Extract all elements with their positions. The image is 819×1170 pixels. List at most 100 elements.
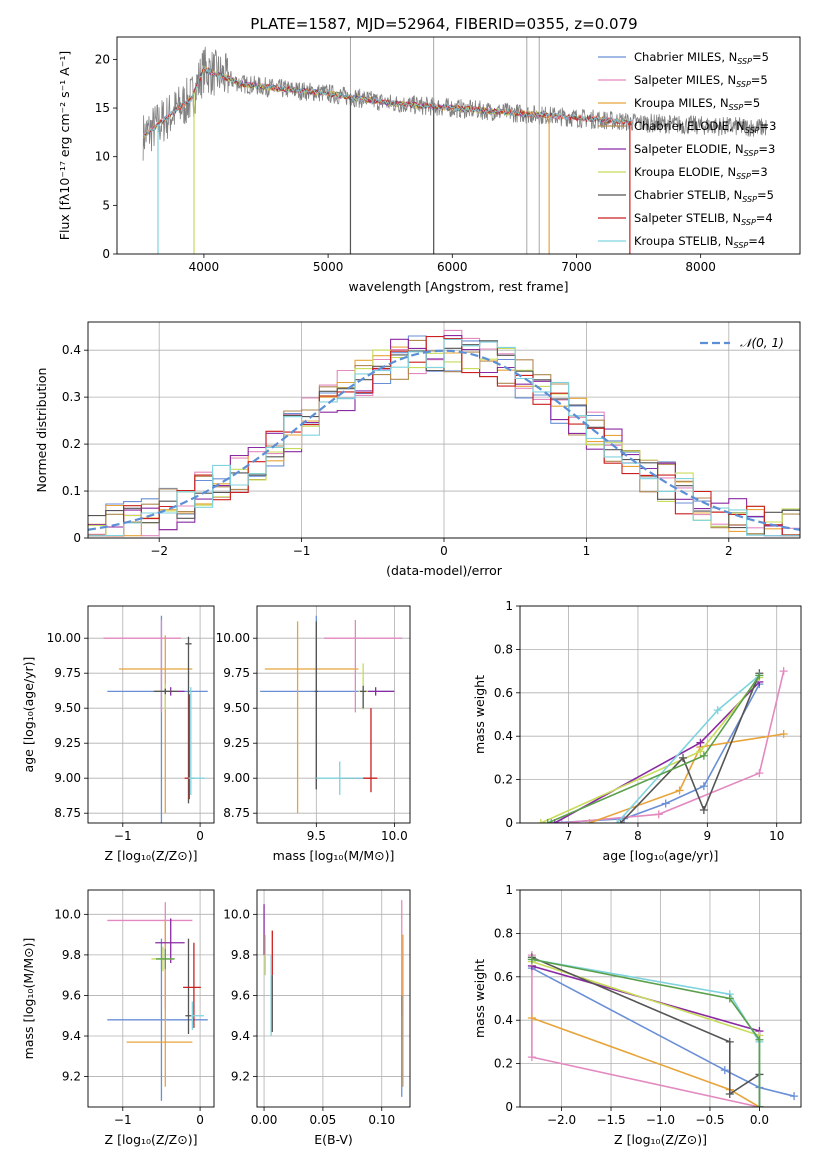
- legend-label-tail: =3: [758, 142, 775, 156]
- y-tick-label: 0.4: [494, 729, 513, 743]
- plus-marker: [725, 994, 734, 1003]
- legend-label-text: Kroupa ELODIE, N: [634, 165, 736, 179]
- legend-label-tail: =3: [751, 165, 768, 179]
- plus-marker: [585, 819, 594, 823]
- y-tick-label: 9.4: [231, 1029, 250, 1043]
- x-axis-label: Z [log₁₀(Z/Z⊙)]: [614, 1132, 707, 1147]
- y-tick-label: 9.75: [54, 666, 81, 680]
- plus-marker: [527, 1014, 536, 1023]
- legend-label-sub: SSP: [737, 57, 752, 66]
- model-spectrum: [142, 68, 633, 137]
- weight-series: [554, 681, 760, 823]
- y-tick-label: 9.8: [62, 948, 81, 962]
- x-axis-label: (data-model)/error: [386, 563, 503, 578]
- legend-label-tail: =4: [756, 211, 773, 225]
- x-tick-label: 1: [583, 544, 591, 558]
- plot-area: [107, 902, 208, 1101]
- plus-marker: [616, 819, 625, 823]
- x-axis-label: wavelength [Angstrom, rest frame]: [348, 279, 568, 294]
- histogram-series: [88, 338, 800, 537]
- y-tick-label: 9.6: [62, 988, 81, 1002]
- y-tick-label: 9.75: [223, 666, 250, 680]
- plus-marker: [755, 769, 764, 778]
- plus-marker: [661, 799, 670, 808]
- legend-label: Kroupa STELIB, NSSP=4: [634, 234, 765, 250]
- axes-frame: [87, 321, 801, 539]
- plus-marker: [527, 955, 536, 964]
- legend-label: Kroupa ELODIE, NSSP=3: [634, 165, 768, 181]
- weight-series: [531, 958, 761, 1107]
- x-tick-label: −1.0: [646, 1113, 675, 1127]
- legend-label-text: Chabrier STELIB, N: [634, 188, 742, 202]
- legend-label-text: Chabrier ELODIE, N: [634, 119, 745, 133]
- legend-label-sub: SSP: [744, 149, 759, 158]
- x-tick-label: 8000: [685, 260, 716, 274]
- weight-series: [589, 733, 784, 823]
- x-tick-label: 9: [704, 829, 712, 843]
- plus-marker: [547, 819, 556, 823]
- x-tick-label: −2.0: [547, 1113, 576, 1127]
- y-axis-label: Flux [fλ10⁻¹⁷ erg cm⁻² s⁻¹ A⁻¹]: [57, 51, 72, 240]
- y-tick-label: 10.00: [47, 631, 81, 645]
- y-tick-label: 0.1: [62, 484, 81, 498]
- chart-residuals: −2 −1 0 1 2 0 0.1 0.2 0.3 0.4 (data-model)/error No…: [34, 321, 801, 578]
- x-tick-label: 0: [196, 829, 204, 843]
- plus-marker: [720, 1066, 729, 1075]
- legend-entry: Kroupa STELIB, NSSP=4: [598, 234, 765, 250]
- x-tick-label: 2: [725, 544, 733, 558]
- normal-reference-curve: [88, 349, 800, 531]
- x-axis-label: E(B-V): [314, 1132, 353, 1147]
- y-tick-label: 0.4: [62, 343, 81, 357]
- y-tick-label: 9.50: [223, 701, 250, 715]
- y-tick-label: 8.75: [223, 806, 250, 820]
- weight-series: [547, 674, 761, 823]
- y-tick-label: 9.2: [62, 1070, 81, 1084]
- legend-entry: Salpeter MILES, NSSP=5: [598, 73, 768, 89]
- x-axis-label: Z [log₁₀(Z/Z⊙)]: [105, 848, 198, 863]
- y-axis-label: mass [log₁₀(M/M⊙)]: [21, 938, 36, 1060]
- axes-frame: [256, 605, 411, 824]
- figure-title: PLATE=1587, MJD=52964, FIBERID=0355, z=0…: [250, 15, 637, 33]
- legend-label-sub: SSP: [734, 241, 749, 250]
- y-axis-label: mass weight: [472, 959, 487, 1038]
- x-tick-label: 8: [634, 829, 642, 843]
- plus-marker: [713, 706, 722, 715]
- legend-label-text: Salpeter STELIB, N: [634, 211, 741, 225]
- plus-marker: [790, 1092, 799, 1101]
- plus-marker: [755, 1035, 764, 1044]
- x-tick-label: 0.10: [368, 1113, 395, 1127]
- y-tick-label: 9.4: [62, 1029, 81, 1043]
- y-tick-label: 0.8: [494, 642, 513, 656]
- legend-label-text: Salpeter MILES, N: [634, 73, 736, 87]
- y-axis-label: age [log₁₀(age/yr)]: [21, 657, 36, 773]
- chart-mass_vs_ebv: 0.00 0.05 0.10 9.2 9.4 9.6 9.8 10.0 E(B-V): [223, 889, 411, 1147]
- y-axis-label: mass weight: [472, 675, 487, 754]
- legend-entry: Chabrier STELIB, NSSP=5: [598, 188, 774, 204]
- x-tick-label: 6000: [437, 260, 468, 274]
- legend-label: Salpeter ELODIE, NSSP=3: [634, 142, 775, 158]
- plus-marker: [755, 1103, 764, 1107]
- legend-label-sub: SSP: [741, 218, 756, 227]
- plus-marker: [613, 819, 622, 823]
- observed-spectrum: [142, 46, 767, 161]
- plus-marker: [699, 751, 708, 760]
- y-tick-label: 15: [95, 101, 110, 115]
- plus-marker: [696, 747, 705, 756]
- y-tick-label: 9.00: [54, 771, 81, 785]
- x-tick-label: 9.5: [307, 829, 326, 843]
- legend-label-tail: =5: [743, 96, 760, 110]
- axes-frame: [519, 605, 802, 824]
- chart-mass_vs_Z: −1 0 9.2 9.4 9.6 9.8 10.0 Z [log₁₀(Z/Z⊙)] mass […: [21, 889, 215, 1147]
- y-axis-label: Normed distribution: [34, 368, 49, 493]
- y-tick-label: 10.0: [54, 907, 81, 921]
- y-tick-label: 5: [102, 198, 110, 212]
- weight-series: [531, 965, 761, 1107]
- legend-label: Chabrier STELIB, NSSP=5: [634, 188, 774, 204]
- y-tick-label: 0.2: [62, 437, 81, 451]
- model-spectrum: [143, 66, 633, 138]
- weight-series: [531, 960, 761, 1107]
- y-tick-label: 9.00: [223, 771, 250, 785]
- plus-marker: [755, 671, 764, 680]
- x-tick-label: −0.5: [695, 1113, 724, 1127]
